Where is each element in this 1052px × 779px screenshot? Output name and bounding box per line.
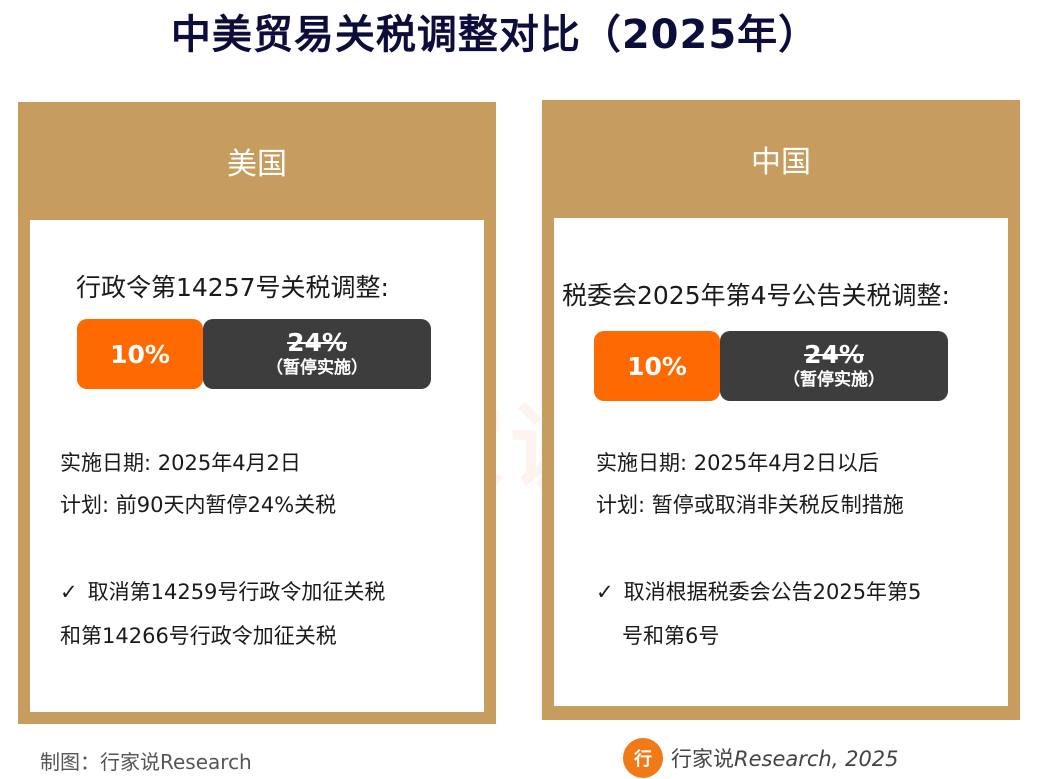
cn-plan-line: 计划: 暂停或取消非关税反制措施 bbox=[596, 493, 904, 517]
checkmark-icon: ✓ bbox=[60, 580, 78, 604]
cn-new-rate-badge: 10% bbox=[594, 331, 720, 401]
us-old-rate-badge: 24% （暂停实施） bbox=[203, 319, 431, 389]
cn-panel-body: 税委会2025年第4号公告关税调整: 10% 24% （暂停实施） 实施日期: … bbox=[554, 218, 1008, 706]
brand-text: 行家说Research, 2025 bbox=[671, 743, 899, 773]
us-new-rate: 10% bbox=[110, 339, 170, 369]
brand-en: Research, 2025 bbox=[734, 747, 899, 771]
hangjiashuo-logo-icon: 行 bbox=[623, 738, 663, 778]
cn-check-line2: 号和第6号 bbox=[622, 624, 720, 648]
page-title: 中美贸易关税调整对比（2025年） bbox=[170, 12, 820, 58]
us-panel-header: 美国 bbox=[227, 147, 287, 182]
us-date-line: 实施日期: 2025年4月2日 bbox=[60, 451, 301, 475]
us-check-line2: 和第14266号行政令加征关税 bbox=[60, 624, 337, 648]
cn-date-line: 实施日期: 2025年4月2日以后 bbox=[596, 451, 879, 475]
us-order-title: 行政令第14257号关税调整: bbox=[76, 273, 389, 302]
cn-old-rate-note: （暂停实施） bbox=[783, 370, 885, 390]
us-panel: 美国 行政令第14257号关税调整: 10% 24% （暂停实施） 实施日期: … bbox=[18, 102, 496, 724]
cn-new-rate: 10% bbox=[627, 351, 687, 381]
brand-signature: 行 行家说Research, 2025 bbox=[623, 738, 899, 778]
us-check-line1: 取消第14259号行政令加征关税 bbox=[87, 580, 386, 604]
us-old-rate: 24% bbox=[287, 328, 347, 357]
us-plan-line: 计划: 前90天内暂停24%关税 bbox=[60, 493, 337, 517]
cn-panel: 中国 税委会2025年第4号公告关税调整: 10% 24% （暂停实施） 实施日… bbox=[542, 100, 1020, 720]
cn-old-rate-badge: 24% （暂停实施） bbox=[720, 331, 948, 401]
us-check-item: ✓ 取消第14259号行政令加征关税 和第14266号行政令加征关税 bbox=[60, 570, 385, 658]
cn-check-item: ✓ 取消根据税委会公告2025年第5 号和第6号 bbox=[596, 570, 921, 658]
brand-cn: 行家说 bbox=[671, 747, 734, 771]
us-panel-body: 行政令第14257号关税调整: 10% 24% （暂停实施） 实施日期: 202… bbox=[30, 220, 484, 712]
us-new-rate-badge: 10% bbox=[77, 319, 203, 389]
checkmark-icon: ✓ bbox=[596, 580, 614, 604]
cn-old-rate: 24% bbox=[804, 340, 864, 369]
us-old-rate-note: （暂停实施） bbox=[266, 358, 368, 378]
cn-announcement-title: 税委会2025年第4号公告关税调整: bbox=[562, 281, 950, 310]
chart-credit: 制图：行家说Research bbox=[40, 750, 252, 774]
cn-panel-header: 中国 bbox=[751, 145, 811, 180]
cn-check-line1: 取消根据税委会公告2025年第5 bbox=[623, 580, 922, 604]
